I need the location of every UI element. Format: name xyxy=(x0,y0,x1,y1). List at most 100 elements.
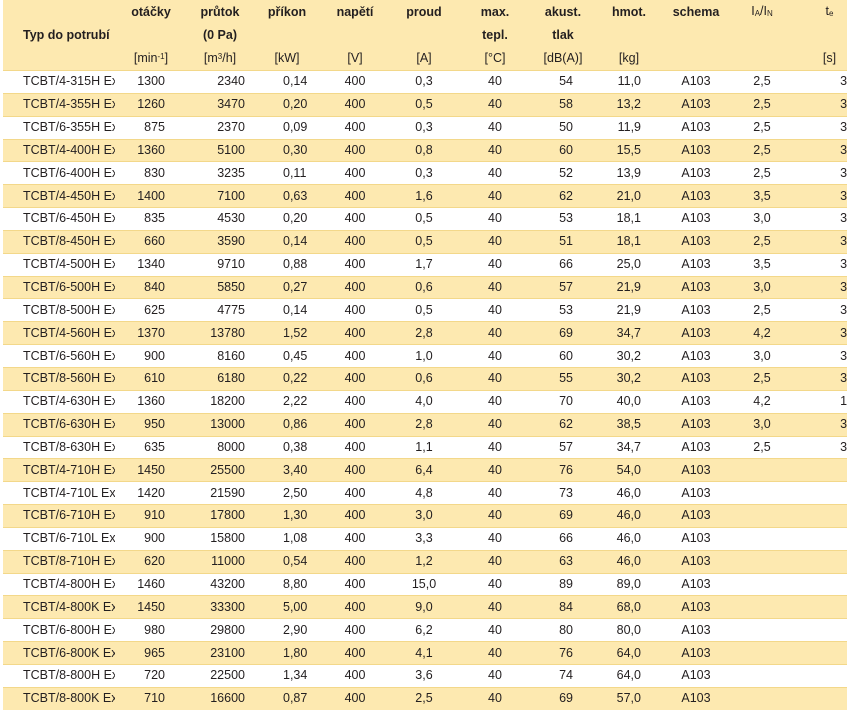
cell-typ: TCBT/6-355H Ex xyxy=(3,115,115,140)
table-body: TCBT/4-315H Ex 1300 2340 0,14 400 0,3 40 54 11,0… xyxy=(3,70,847,710)
cell-otacky: 950 xyxy=(115,412,187,436)
cell-hmot: 25,0 xyxy=(595,252,663,277)
cell-napeti: 400 xyxy=(321,526,389,551)
table-row: TCBT/8-450H Ex 660 3590 0,14 400 0,5 40 51 18,1 A… xyxy=(3,229,847,254)
cell-typ: TCBT/6-800H Ex xyxy=(3,618,115,642)
cell-proud: 0,3 xyxy=(389,115,459,140)
cell-otacky: 635 xyxy=(115,435,187,459)
cell-te: 30 xyxy=(795,92,847,117)
cell-prikon: 0,22 xyxy=(253,366,321,391)
cell-napeti: 400 xyxy=(321,275,389,299)
unit-prikon: [kW] xyxy=(253,47,321,71)
cell-ia-in: 2,5 xyxy=(729,161,795,185)
cell-ia-in: 3,0 xyxy=(729,344,795,368)
cell-schema: A103 xyxy=(663,298,729,322)
cell-otacky: 620 xyxy=(115,549,187,574)
cell-proud: 6,4 xyxy=(389,458,459,482)
cell-hmot: 21,9 xyxy=(595,275,663,299)
cell-otacky: 1420 xyxy=(115,481,187,505)
table-row: TCBT/6-630H Ex 950 13000 0,86 400 2,8 40 62 38,5… xyxy=(3,412,847,436)
cell-akust: 58 xyxy=(531,92,595,117)
cell-akust: 69 xyxy=(531,686,595,710)
cell-prikon: 0,86 xyxy=(253,412,321,436)
header-prutok-2: (0 Pa) xyxy=(187,24,253,47)
cell-te: 30 xyxy=(795,275,847,299)
cell-schema: A103 xyxy=(663,526,729,551)
cell-te xyxy=(795,663,847,688)
cell-max-tepl: 40 xyxy=(459,595,531,619)
header-schema: schema xyxy=(663,0,729,24)
cell-ia-in: 3,0 xyxy=(729,412,795,436)
cell-napeti: 400 xyxy=(321,686,389,710)
cell-napeti: 400 xyxy=(321,366,389,391)
cell-akust: 74 xyxy=(531,663,595,688)
table-row: TCBT/4-560H Ex 1370 13780 1,52 400 2,8 40 69 34,… xyxy=(3,321,847,345)
cell-napeti: 400 xyxy=(321,458,389,482)
cell-otacky: 720 xyxy=(115,663,187,688)
cell-napeti: 400 xyxy=(321,252,389,277)
cell-schema: A103 xyxy=(663,595,729,619)
cell-akust: 60 xyxy=(531,138,595,162)
cell-otacky: 660 xyxy=(115,229,187,254)
table-row: TCBT/6-800H Ex 980 29800 2,90 400 6,2 40 80 80,0… xyxy=(3,618,847,642)
cell-hmot: 46,0 xyxy=(595,549,663,574)
cell-proud: 0,5 xyxy=(389,298,459,322)
cell-hmot: 34,7 xyxy=(595,435,663,459)
cell-typ: TCBT/8-450H Ex xyxy=(3,229,115,254)
cell-max-tepl: 40 xyxy=(459,70,531,94)
cell-hmot: 68,0 xyxy=(595,595,663,619)
cell-prikon: 0,63 xyxy=(253,184,321,208)
cell-typ: TCBT/8-630H Ex xyxy=(3,435,115,459)
cell-ia-in xyxy=(729,481,795,505)
cell-proud: 0,8 xyxy=(389,138,459,162)
cell-typ: TCBT/4-500H Ex xyxy=(3,252,115,277)
cell-napeti: 400 xyxy=(321,663,389,688)
table-row: TCBT/6-710H Ex 910 17800 1,30 400 3,0 40 69 46,0… xyxy=(3,504,847,528)
header-units-row: [min-1] [m3/h] [kW] [V] [A] [°C] [dB(A)]… xyxy=(3,47,847,71)
cell-ia-in xyxy=(729,504,795,528)
cell-hmot: 46,0 xyxy=(595,481,663,505)
cell-akust: 69 xyxy=(531,321,595,345)
cell-max-tepl: 40 xyxy=(459,275,531,299)
cell-proud: 0,6 xyxy=(389,275,459,299)
header-blank xyxy=(389,24,459,47)
cell-prutok: 17800 xyxy=(187,504,253,528)
cell-proud: 3,3 xyxy=(389,526,459,551)
cell-max-tepl: 40 xyxy=(459,686,531,710)
cell-te xyxy=(795,526,847,551)
cell-proud: 6,2 xyxy=(389,618,459,642)
cell-prutok: 13780 xyxy=(187,321,253,345)
header-hmot: hmot. xyxy=(595,0,663,24)
cell-max-tepl: 40 xyxy=(459,526,531,551)
cell-schema: A103 xyxy=(663,321,729,345)
unit-max-tepl: [°C] xyxy=(459,47,531,71)
header-blank xyxy=(663,47,729,71)
cell-schema: A103 xyxy=(663,686,729,710)
cell-typ: TCBT/4-400H Ex xyxy=(3,138,115,162)
cell-prutok: 8000 xyxy=(187,435,253,459)
cell-hmot: 80,0 xyxy=(595,618,663,642)
cell-akust: 69 xyxy=(531,504,595,528)
cell-akust: 89 xyxy=(531,572,595,596)
cell-akust: 54 xyxy=(531,70,595,94)
cell-te xyxy=(795,458,847,482)
cell-napeti: 400 xyxy=(321,161,389,185)
table-row: TCBT/8-800K Ex 710 16600 0,87 400 2,5 40 69 57,0… xyxy=(3,686,847,710)
header-row-2: Typ do potrubí (0 Pa) tepl. tlak xyxy=(3,24,847,47)
cell-prutok: 16600 xyxy=(187,686,253,710)
cell-max-tepl: 40 xyxy=(459,549,531,574)
cell-ia-in: 3,5 xyxy=(729,184,795,208)
cell-te: 30 xyxy=(795,321,847,345)
cell-otacky: 1300 xyxy=(115,70,187,94)
table-row: TCBT/8-800H Ex 720 22500 1,34 400 3,6 40 74 64,0… xyxy=(3,663,847,688)
cell-otacky: 625 xyxy=(115,298,187,322)
unit-prutok: [m3/h] xyxy=(187,47,253,71)
cell-akust: 50 xyxy=(531,115,595,140)
cell-schema: A103 xyxy=(663,275,729,299)
cell-prikon: 0,20 xyxy=(253,207,321,231)
cell-otacky: 910 xyxy=(115,504,187,528)
cell-typ: TCBT/8-710H Ex xyxy=(3,549,115,574)
cell-akust: 76 xyxy=(531,458,595,482)
cell-ia-in xyxy=(729,572,795,596)
cell-prikon: 0,11 xyxy=(253,161,321,185)
